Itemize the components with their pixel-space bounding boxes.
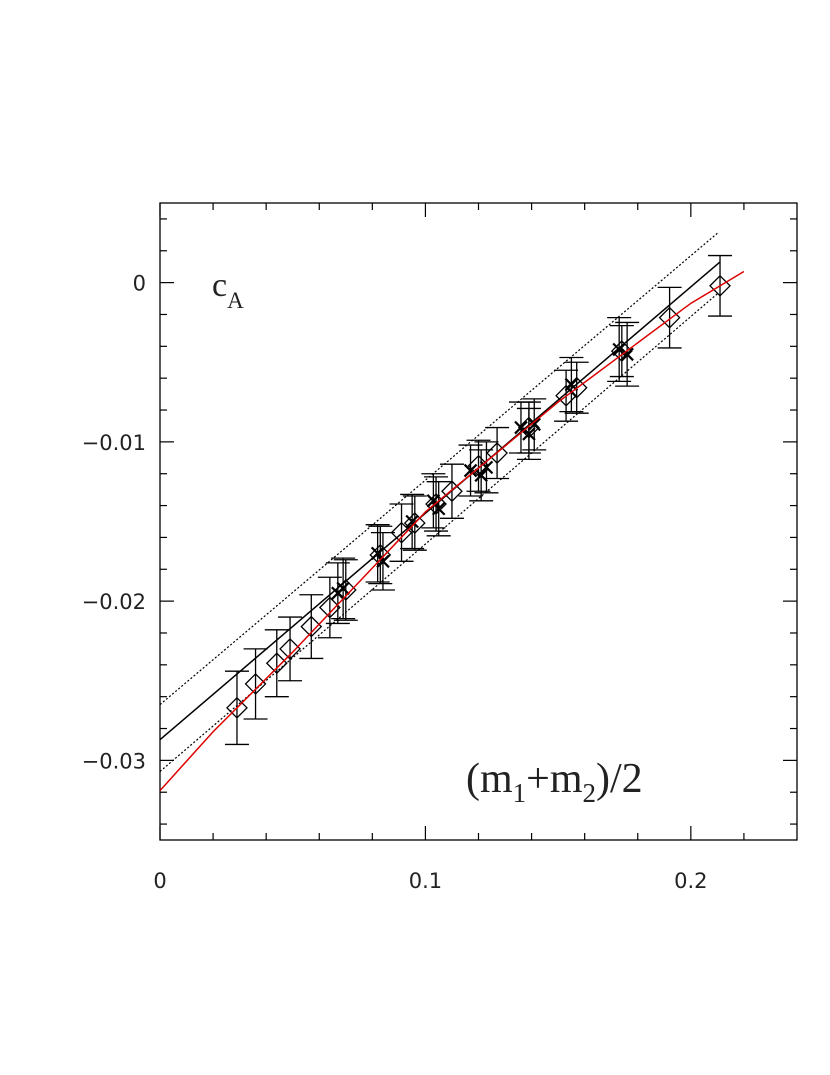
cross-marker [514,420,528,435]
x-label-part: (m [466,756,513,802]
x-tick-label: 0.2 [674,869,707,893]
cross-marker [463,463,478,478]
x-label-sub: 2 [583,778,597,808]
y-label-sub: A [227,288,244,313]
diamond-marker [279,637,301,660]
y-tick-label: −0.03 [82,749,146,773]
y-tick-label: 0 [133,272,146,296]
y-tick-label: −0.01 [82,431,146,455]
cross-marker [479,460,494,475]
diamond-marker [300,615,323,638]
x-label: (m1+m2)/2 [466,756,643,808]
diamond-marker [425,493,447,515]
diamond-marker [403,512,426,535]
diamond-marker [610,340,633,363]
cross-marker [336,581,350,596]
fit-line [159,232,718,706]
cross-marker [405,514,419,529]
x-tick-label: 0 [153,869,166,893]
cross-marker [527,417,542,432]
diamond-marker [265,652,288,675]
fit-line [159,270,745,792]
diamond-marker [244,673,267,695]
diamond-marker [226,696,248,719]
error-bar [299,594,324,660]
cross-marker [426,494,441,508]
error-bar [657,286,682,349]
y-tick-label: −0.02 [82,590,146,614]
x-label-sub: 1 [513,778,527,808]
diamond-marker [555,384,578,407]
plot-frame [159,202,798,841]
x-tick-label: 0.1 [409,869,442,893]
error-bar [278,616,303,682]
x-label-part: )/2 [596,756,643,802]
y-label-main: c [212,267,227,304]
y-label: cA [212,267,244,313]
cross-marker [474,468,488,483]
cross-marker [376,554,390,569]
x-label-part: +m [526,756,583,802]
error-bar [243,648,268,720]
diamond-marker [441,480,463,503]
diamond-marker [318,596,341,619]
cross-marker [620,347,634,362]
